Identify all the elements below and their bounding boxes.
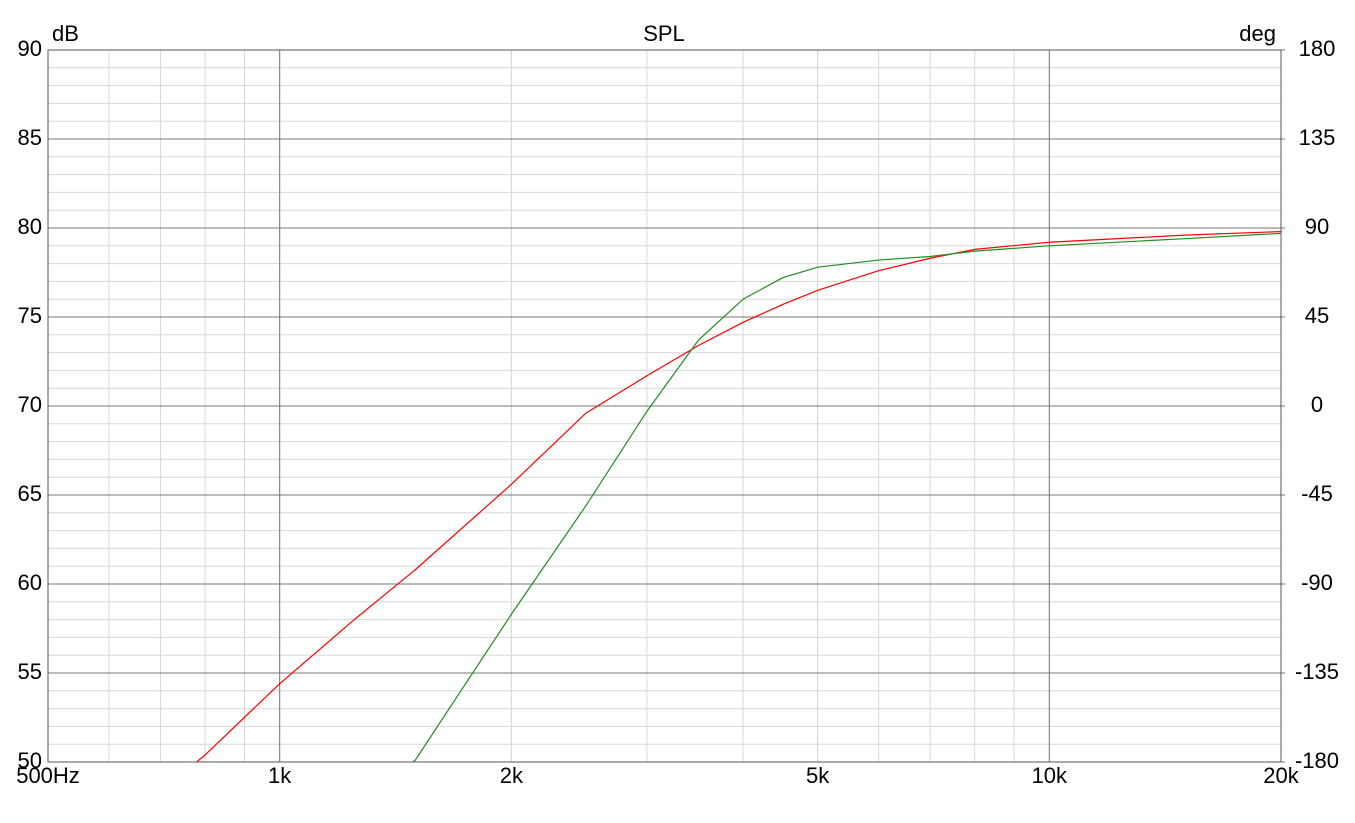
y2-tick-label: 90	[1305, 214, 1329, 239]
y-axis-label: dB	[52, 21, 79, 46]
y-tick-label: 60	[18, 570, 42, 595]
y2-tick-label: 180	[1299, 36, 1336, 61]
y-tick-label: 55	[18, 659, 42, 684]
y-tick-label: 70	[18, 392, 42, 417]
x-tick-label: 10k	[1032, 763, 1068, 788]
y-tick-label: 85	[18, 125, 42, 150]
y2-tick-label: 0	[1311, 392, 1323, 417]
y-tick-label: 80	[18, 214, 42, 239]
plot-frame	[47, 49, 1282, 763]
y2-tick-label: -180	[1295, 748, 1339, 773]
y2-tick-label: -90	[1301, 570, 1333, 595]
x-tick-label: 1k	[268, 763, 292, 788]
y-tick-label: 75	[18, 303, 42, 328]
y-tick-label: 65	[18, 481, 42, 506]
y-tick-label: 90	[18, 36, 42, 61]
y2-axis-label: deg	[1239, 21, 1276, 46]
grid	[47, 49, 1282, 763]
series-line	[196, 230, 1281, 762]
x-tick-label: 5k	[806, 763, 830, 788]
y2-tick-label: 135	[1299, 125, 1336, 150]
series-line	[412, 232, 1281, 762]
y2-tick-label: -135	[1295, 659, 1339, 684]
chart-title: SPL	[643, 21, 685, 46]
y-tick-label: 50	[18, 748, 42, 773]
x-tick-label: 20k	[1263, 763, 1299, 788]
y2-tick-label: -45	[1301, 481, 1333, 506]
y2-tick-label: 45	[1305, 303, 1329, 328]
x-tick-label: 2k	[500, 763, 524, 788]
x-tick-label: 500Hz	[16, 763, 80, 788]
